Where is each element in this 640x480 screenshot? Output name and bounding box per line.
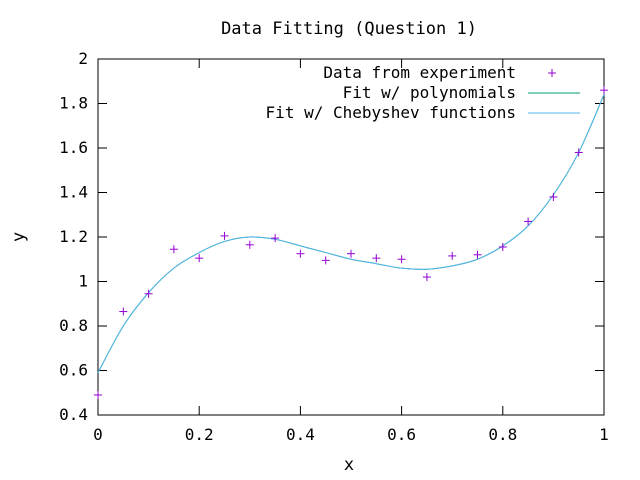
series-1 — [97, 94, 605, 373]
data-point — [372, 254, 381, 263]
data-point — [498, 243, 507, 252]
x-axis-label: x — [344, 455, 354, 475]
y-tick-label: 1.6 — [59, 138, 88, 157]
data-point — [448, 251, 457, 260]
data-point — [195, 254, 204, 263]
data-point — [271, 234, 280, 243]
x-tick-label: 0.2 — [185, 425, 214, 444]
x-tick-label: 0.6 — [387, 425, 416, 444]
data-point — [169, 245, 178, 254]
data-point — [600, 86, 608, 95]
y-tick-label: 0.8 — [59, 316, 88, 335]
data-points — [94, 86, 608, 399]
y-tick-label: 2 — [78, 49, 88, 68]
fit-curve-2 — [97, 94, 605, 373]
y-tick-label: 0.4 — [59, 405, 88, 424]
y-tick-label: 1.4 — [59, 183, 88, 202]
data-point — [524, 217, 533, 226]
data-point — [119, 307, 128, 316]
x-tick-label: 0 — [93, 425, 103, 444]
data-point — [321, 256, 330, 265]
legend-label: Fit w/ Chebyshev functions — [266, 103, 516, 122]
data-point — [422, 273, 431, 282]
data-point — [473, 250, 482, 259]
y-tick-label: 1 — [78, 272, 88, 291]
y-tick-label: 1.8 — [59, 94, 88, 113]
data-point — [574, 148, 583, 157]
y-tick-label: 1.2 — [59, 227, 88, 246]
series-2 — [97, 94, 605, 373]
x-tick-label: 0.4 — [286, 425, 315, 444]
axes: 0.4 0.6 0.8 1 1.2 1.4 1.6 1.8 2 0 0.2 0.4 0.6 0.8 1 — [59, 49, 609, 444]
data-point — [347, 249, 355, 258]
legend-label: Fit w/ polynomials — [343, 83, 516, 102]
x-tick-label: 1 — [599, 425, 609, 444]
y-axis-label: y — [9, 232, 29, 242]
series-layer — [94, 86, 608, 399]
fit-curve-1 — [97, 94, 605, 373]
data-point — [245, 240, 254, 249]
chart-title: Data Fitting (Question 1) — [221, 19, 477, 39]
data-point — [220, 231, 229, 240]
data-point — [397, 255, 406, 264]
data-point — [296, 249, 305, 258]
data-point — [144, 289, 153, 298]
y-tick-label: 0.6 — [59, 361, 88, 380]
legend-label: Data from experiment — [323, 63, 516, 82]
data-point — [549, 192, 558, 201]
data-point — [94, 390, 102, 399]
x-tick-label: 0.8 — [488, 425, 517, 444]
